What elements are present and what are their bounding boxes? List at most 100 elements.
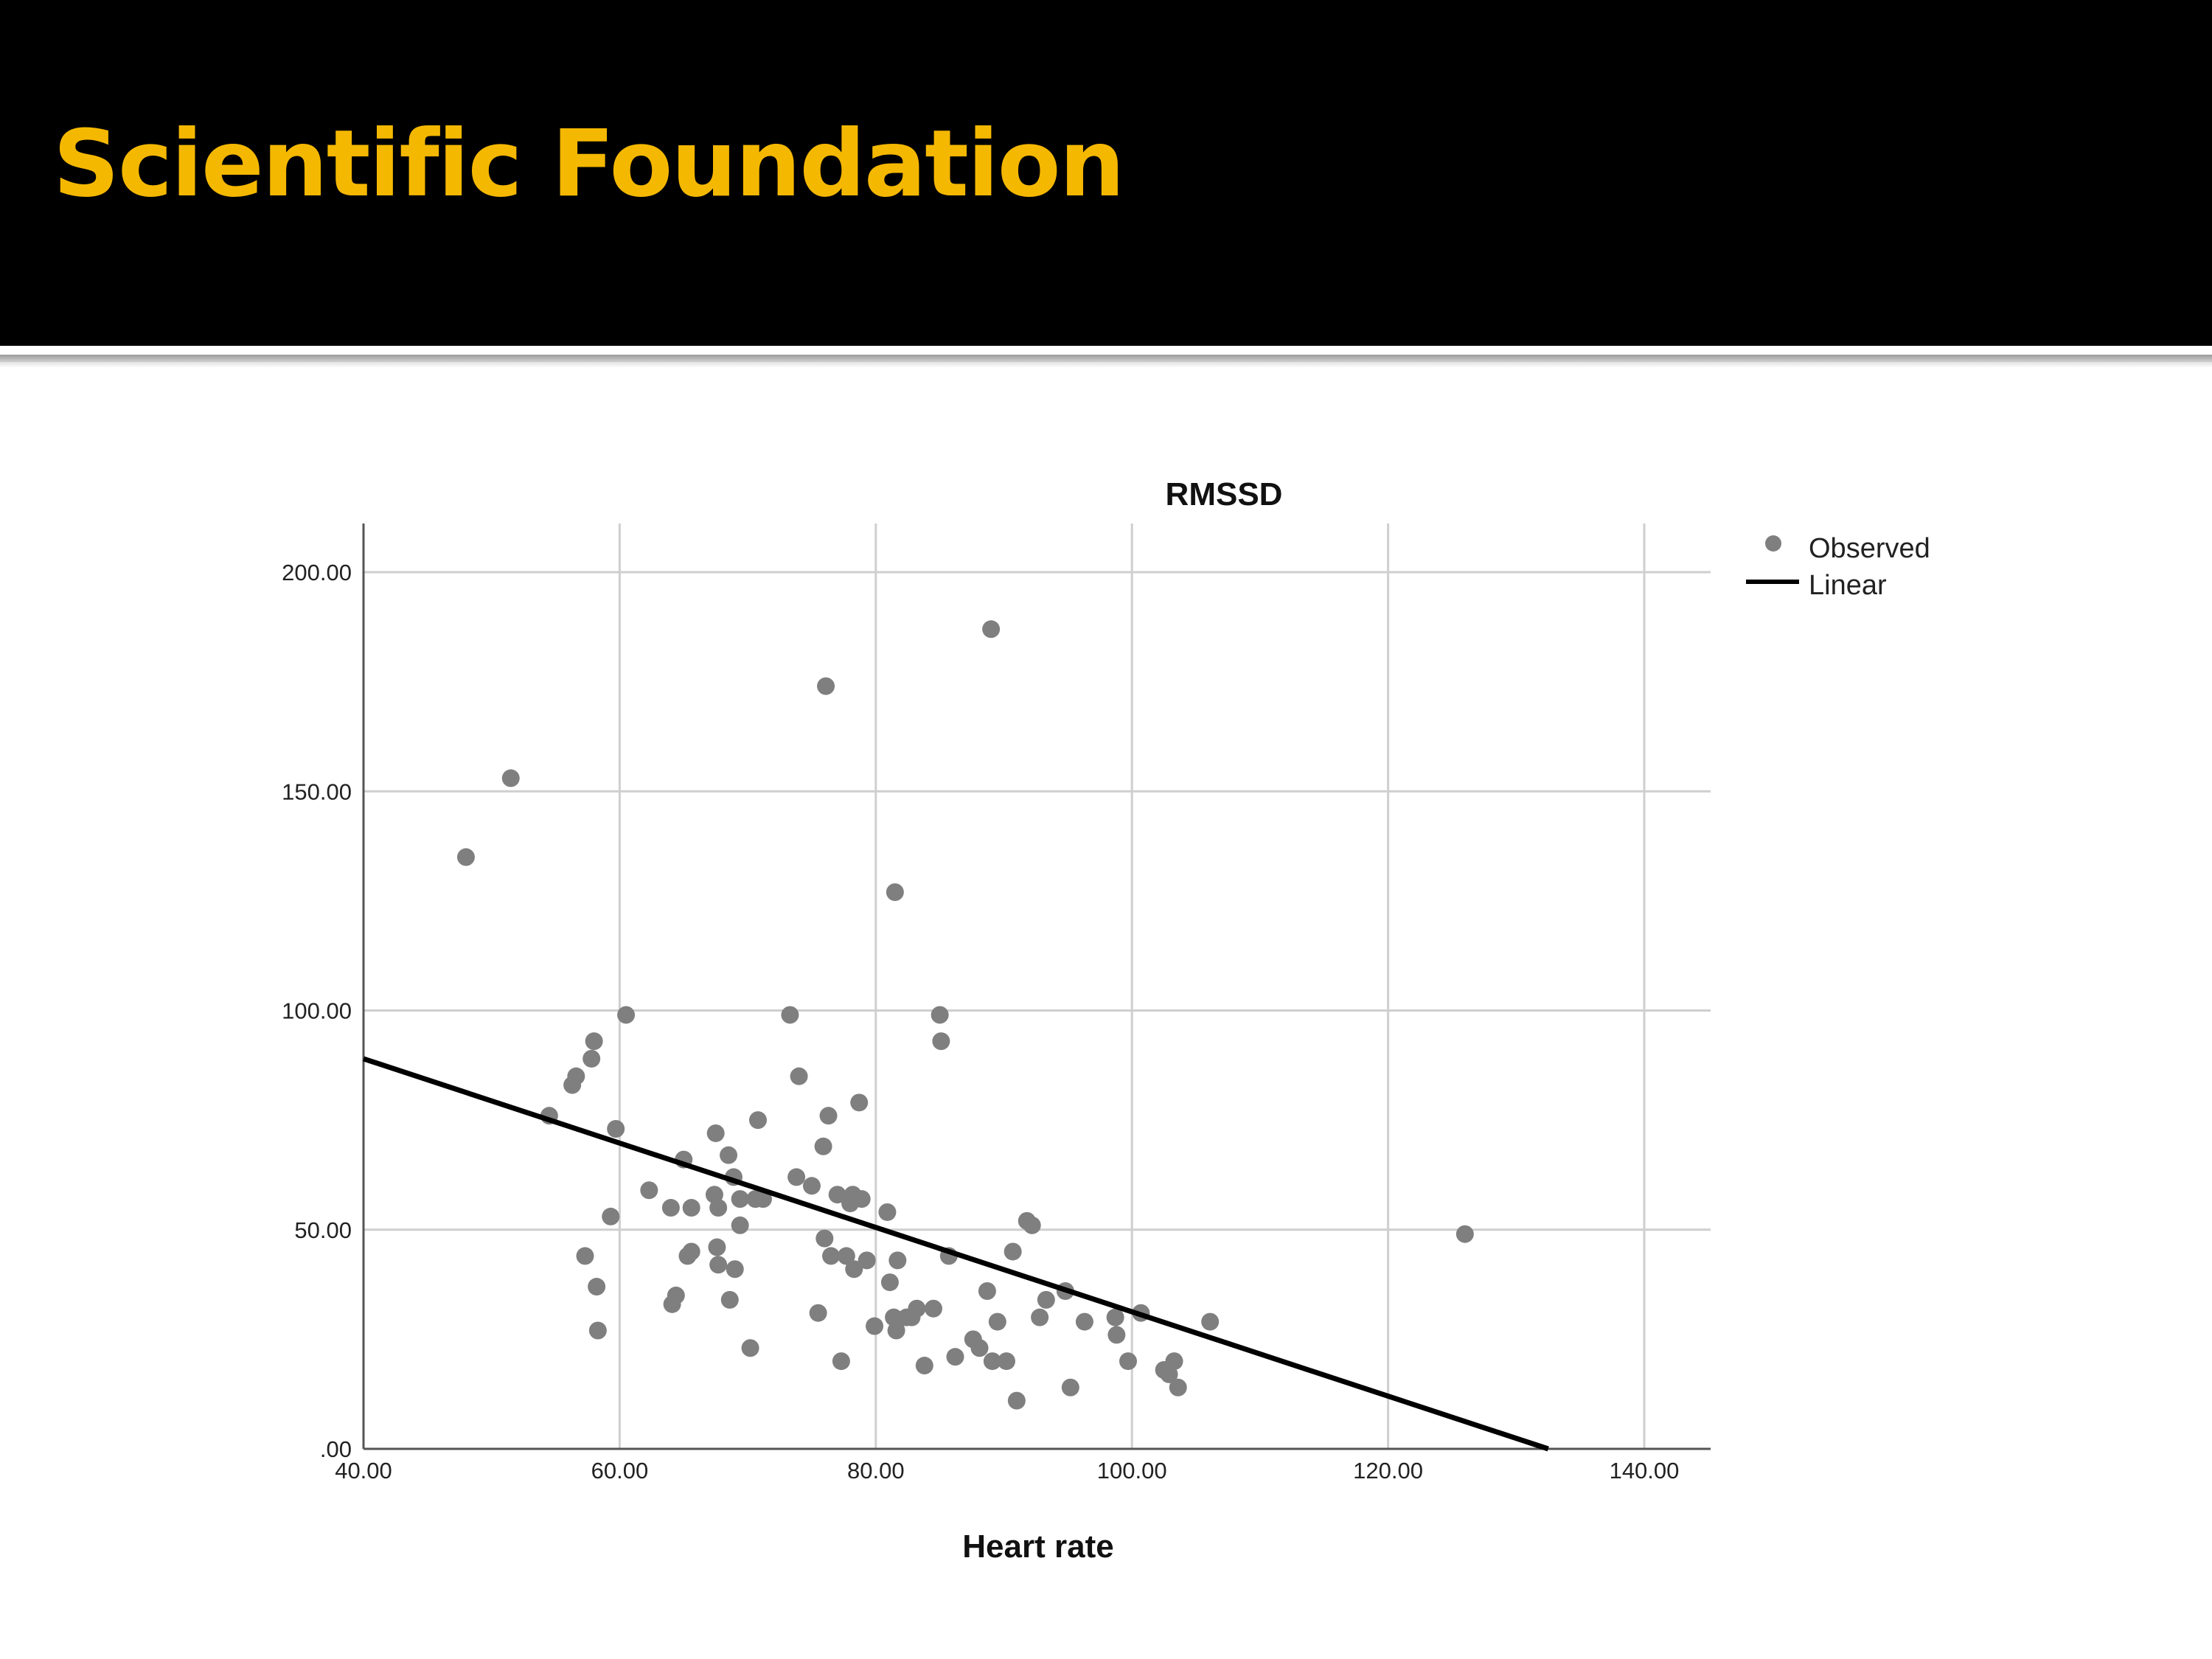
- x-tick-label: 140.00: [1610, 1458, 1680, 1484]
- observed-point: [1165, 1352, 1183, 1371]
- observed-point: [915, 1357, 933, 1375]
- legend-observed-marker: [1765, 535, 1781, 552]
- observed-point: [1075, 1312, 1093, 1331]
- observed-point: [1455, 1225, 1474, 1243]
- linear-fit-line: [362, 1056, 1549, 1452]
- observed-point: [924, 1299, 942, 1318]
- observed-point: [607, 1120, 625, 1138]
- observed-point: [970, 1339, 989, 1357]
- observed-point: [815, 1229, 834, 1248]
- observed-point: [932, 1032, 950, 1051]
- observed-point: [661, 1199, 680, 1217]
- regression-line: [362, 1056, 1549, 1452]
- observed-point: [741, 1339, 759, 1357]
- observed-point: [1031, 1308, 1049, 1326]
- x-axis-title: Heart rate: [962, 1528, 1113, 1565]
- x-tick-label: 120.00: [1353, 1458, 1423, 1484]
- observed-point: [754, 1190, 772, 1208]
- y-tick-label: 200.00: [282, 560, 352, 585]
- observed-point: [787, 1168, 806, 1186]
- observed-point: [731, 1216, 749, 1234]
- y-tick-label: .00: [320, 1436, 352, 1462]
- observed-point: [706, 1124, 725, 1142]
- header-divider-shadow: [0, 362, 2212, 368]
- observed-point: [946, 1348, 964, 1366]
- observed-point: [582, 1049, 601, 1068]
- header-divider-white: [0, 346, 2212, 355]
- y-tick-label: 100.00: [282, 998, 352, 1024]
- observed-point: [817, 677, 835, 695]
- observed-point: [809, 1304, 827, 1322]
- observed-point: [852, 1190, 871, 1208]
- observed-point: [1169, 1378, 1187, 1397]
- observed-point: [720, 1290, 739, 1309]
- observed-point: [858, 1251, 876, 1270]
- observed-point: [866, 1317, 884, 1335]
- observed-point: [567, 1067, 585, 1085]
- slide-header: [0, 0, 2212, 346]
- slide-title: Scientific Foundation: [53, 111, 1125, 218]
- observed-point: [585, 1032, 603, 1051]
- observed-point: [602, 1207, 620, 1225]
- observed-point: [576, 1247, 594, 1265]
- observed-point: [1107, 1326, 1126, 1344]
- observed-point: [888, 1251, 907, 1270]
- observed-point: [781, 1006, 799, 1024]
- observed-point: [640, 1181, 658, 1200]
- y-tick-label: 150.00: [282, 779, 352, 804]
- observed-point: [983, 1352, 1001, 1371]
- observed-point: [501, 769, 520, 787]
- observed-point: [1037, 1290, 1055, 1309]
- observed-point: [982, 620, 1001, 639]
- observed-point: [726, 1260, 744, 1279]
- observed-point: [682, 1242, 700, 1261]
- observed-point: [1007, 1391, 1026, 1410]
- observed-point: [588, 1321, 607, 1340]
- observed-point: [878, 1203, 897, 1221]
- legend-linear-label: Linear: [1809, 570, 1887, 601]
- observed-point: [886, 883, 904, 901]
- observed-point: [667, 1286, 685, 1304]
- legend-observed-label: Observed: [1809, 533, 1930, 564]
- observed-point: [708, 1238, 726, 1256]
- observed-point: [709, 1199, 728, 1217]
- observed-point: [1106, 1308, 1124, 1326]
- x-tick-label: 80.00: [847, 1458, 905, 1484]
- chart-title: RMSSD: [1166, 476, 1283, 512]
- observed-point: [1119, 1352, 1137, 1371]
- observed-point: [709, 1256, 728, 1274]
- observed-point: [887, 1321, 905, 1340]
- observed-point: [1061, 1378, 1079, 1397]
- axes: [362, 524, 1711, 1450]
- observed-point: [720, 1146, 738, 1164]
- observed-point: [978, 1281, 996, 1300]
- observed-point: [748, 1111, 767, 1130]
- header-divider-gray: [0, 355, 2212, 362]
- observed-point: [997, 1352, 1015, 1371]
- x-tick-label: 60.00: [591, 1458, 649, 1484]
- observed-point: [456, 848, 475, 866]
- observed-point: [822, 1247, 841, 1265]
- observed-point: [588, 1278, 606, 1296]
- observed-point: [908, 1299, 926, 1318]
- observed-point: [880, 1273, 899, 1292]
- y-tick-label: 50.00: [294, 1217, 352, 1243]
- observed-point: [731, 1190, 749, 1208]
- observed-point: [828, 1186, 846, 1204]
- observed-point: [814, 1137, 832, 1155]
- observed-point: [832, 1352, 850, 1371]
- observed-point: [845, 1260, 863, 1279]
- x-tick-label: 100.00: [1097, 1458, 1167, 1484]
- legend: Observed Linear: [1746, 533, 1930, 601]
- observed-point: [802, 1177, 821, 1195]
- observed-point: [837, 1247, 855, 1265]
- observed-point: [617, 1006, 636, 1024]
- observed-point: [790, 1067, 808, 1085]
- observed-point: [988, 1312, 1006, 1331]
- observed-point: [1201, 1312, 1220, 1331]
- observed-point: [931, 1006, 949, 1024]
- x-tick-label: 40.00: [335, 1458, 392, 1484]
- observed-point: [1023, 1216, 1041, 1234]
- observed-point: [885, 1308, 903, 1326]
